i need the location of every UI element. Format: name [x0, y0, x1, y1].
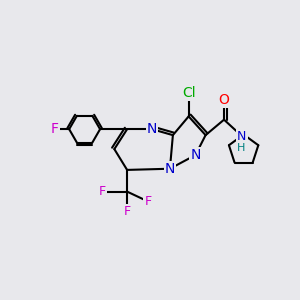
Text: H: H — [237, 143, 245, 153]
Text: N: N — [147, 122, 157, 136]
Text: N: N — [165, 162, 175, 176]
Text: Cl: Cl — [182, 85, 196, 100]
Text: N: N — [237, 130, 247, 142]
Text: F: F — [51, 122, 59, 136]
Text: O: O — [219, 93, 230, 107]
Text: F: F — [144, 195, 152, 208]
Text: F: F — [124, 205, 131, 218]
Text: N: N — [190, 148, 201, 162]
Text: F: F — [99, 185, 106, 198]
